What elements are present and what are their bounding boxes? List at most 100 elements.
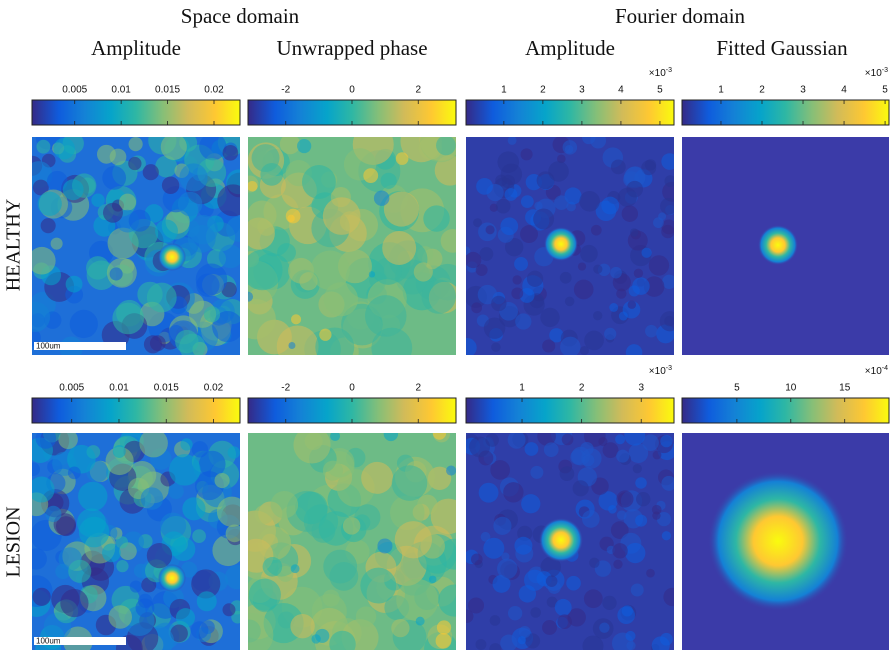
texture-blob xyxy=(322,589,340,607)
texture-blob xyxy=(579,190,600,212)
texture-blob xyxy=(599,622,610,633)
tick-label: 4 xyxy=(841,85,847,96)
texture-blob xyxy=(469,436,491,458)
texture-blob xyxy=(196,591,217,612)
texture-blob xyxy=(108,605,132,629)
texture-blob xyxy=(227,446,240,459)
texture-blob xyxy=(355,606,377,627)
column-title: Fitted Gaussian xyxy=(716,36,848,60)
texture-blob xyxy=(652,511,661,520)
texture-blob xyxy=(491,342,501,352)
exponent-label: ×10-3 xyxy=(649,67,672,79)
texture-blob xyxy=(559,271,572,284)
texture-blob xyxy=(182,497,206,521)
texture-blob xyxy=(191,569,221,599)
texture-blob xyxy=(546,596,558,608)
texture-blob xyxy=(554,598,572,616)
texture-blob xyxy=(373,190,390,206)
tick-label: 2 xyxy=(579,383,585,394)
texture-blob xyxy=(436,137,456,156)
texture-blob xyxy=(295,491,328,525)
texture-blob xyxy=(661,475,674,491)
texture-blob xyxy=(520,148,533,161)
texture-blob xyxy=(118,193,137,211)
texture-blob xyxy=(360,567,397,604)
texture-blob xyxy=(146,282,177,313)
texture-blob xyxy=(602,595,617,611)
texture-blob xyxy=(248,249,283,291)
texture-blob xyxy=(609,303,619,312)
texture-blob xyxy=(105,446,134,476)
texture-blob xyxy=(146,542,173,569)
group-title: Space domain xyxy=(181,4,300,28)
texture-blob xyxy=(660,434,673,448)
texture-blob xyxy=(155,155,178,178)
texture-blob xyxy=(492,574,511,593)
texture-blob xyxy=(383,433,399,442)
texture-blob xyxy=(567,608,586,627)
texture-blob xyxy=(112,444,126,458)
texture-blob xyxy=(217,184,240,217)
texture-blob xyxy=(661,531,672,541)
texture-blob xyxy=(115,536,129,549)
texture-blob xyxy=(180,438,193,451)
texture-blob xyxy=(564,187,582,205)
texture-blob xyxy=(128,137,143,152)
texture-blob xyxy=(140,487,164,510)
texture-blob xyxy=(102,165,127,190)
texture-blob xyxy=(628,285,640,297)
texture-blob xyxy=(248,291,254,302)
texture-blob xyxy=(192,529,206,543)
texture-blob xyxy=(466,338,477,355)
texture-blob xyxy=(58,433,78,450)
texture-blob xyxy=(129,580,142,593)
texture-blob xyxy=(561,433,574,446)
texture-blob xyxy=(581,510,600,528)
colorbar xyxy=(681,397,890,424)
texture-blob xyxy=(519,287,535,303)
texture-blob xyxy=(45,505,62,522)
image-panel xyxy=(682,137,889,355)
texture-blob xyxy=(128,209,151,232)
texture-blob xyxy=(589,557,600,568)
texture-blob xyxy=(413,262,433,282)
texture-blob xyxy=(507,606,523,621)
texture-blob xyxy=(248,298,276,340)
texture-blob xyxy=(112,302,144,335)
texture-blob xyxy=(175,329,199,354)
texture-blob xyxy=(32,587,51,606)
texture-blob xyxy=(566,575,581,591)
texture-blob xyxy=(504,237,524,257)
image-content xyxy=(682,137,889,355)
texture-blob xyxy=(290,613,315,639)
image-content xyxy=(682,433,889,650)
texture-blob xyxy=(616,490,634,508)
texture-blob xyxy=(582,454,595,467)
texture-blob xyxy=(323,549,358,584)
texture-blob xyxy=(480,531,491,542)
texture-blob xyxy=(530,607,542,618)
texture-blob xyxy=(396,578,439,622)
texture-blob xyxy=(664,315,674,327)
tick-label: 0 xyxy=(349,85,355,96)
texture-blob xyxy=(663,587,674,607)
texture-blob xyxy=(128,156,142,171)
texture-blob xyxy=(630,228,639,237)
texture-blob xyxy=(116,560,129,573)
texture-blob xyxy=(446,465,456,476)
texture-blob xyxy=(635,477,647,489)
texture-blob xyxy=(500,634,518,650)
texture-blob xyxy=(483,317,506,339)
texture-blob xyxy=(559,466,575,482)
texture-blob xyxy=(493,516,512,535)
texture-blob xyxy=(391,465,428,501)
group-title: Fourier domain xyxy=(615,4,746,28)
scale-bar-label: 100um xyxy=(36,637,61,646)
texture-blob xyxy=(517,636,527,645)
tick-label: 3 xyxy=(638,383,644,394)
colorbar xyxy=(247,397,457,424)
texture-blob xyxy=(91,193,105,207)
texture-blob xyxy=(613,559,623,569)
texture-blob xyxy=(632,464,642,474)
texture-blob xyxy=(521,494,541,514)
